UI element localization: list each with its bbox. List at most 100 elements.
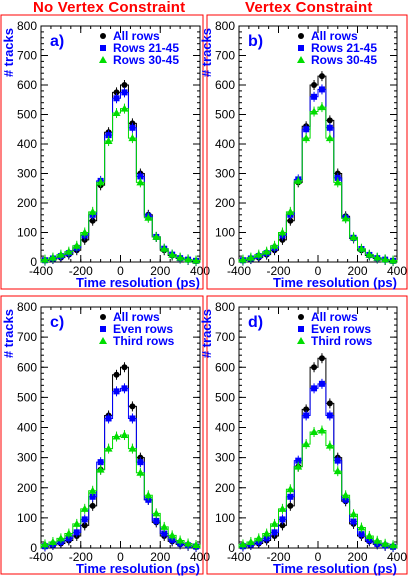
data-point: [254, 534, 263, 542]
x-axis-label: Time resolution (ps): [273, 561, 397, 576]
data-point: [317, 426, 326, 434]
y-tick-label: 0: [228, 255, 235, 269]
x-tick-label: -200: [69, 264, 93, 278]
data-point: [137, 173, 144, 180]
data-point: [325, 441, 334, 449]
data-point: [40, 540, 49, 548]
data-point: [72, 519, 81, 527]
x-axis-label: Time resolution (ps): [76, 275, 200, 290]
legend-marker: [99, 337, 107, 344]
data-point: [278, 228, 287, 236]
panel-label: d): [248, 314, 263, 331]
series-third-rows: [40, 430, 201, 550]
data-point: [129, 415, 136, 422]
y-tick-label: 800: [17, 300, 37, 314]
y-tick-label: 0: [30, 541, 37, 555]
y-tick-label: 0: [30, 255, 37, 269]
data-point: [120, 431, 129, 439]
data-point: [334, 457, 341, 464]
y-tick-label: 500: [17, 108, 37, 122]
x-tick-label: -200: [69, 550, 93, 564]
data-point: [350, 518, 357, 525]
data-point: [136, 178, 145, 186]
x-tick-label: -400: [227, 264, 251, 278]
data-point: [278, 504, 287, 512]
data-point: [113, 89, 120, 96]
series-line: [238, 106, 398, 262]
y-tick-label: 600: [17, 78, 37, 92]
legend-marker: [298, 45, 304, 51]
y-tick-label: 100: [17, 511, 37, 525]
data-point: [81, 522, 88, 529]
data-point: [137, 459, 144, 466]
series-line: [238, 88, 398, 262]
x-tick-label: 400: [190, 550, 210, 564]
y-tick-label: 700: [17, 330, 37, 344]
data-point: [144, 213, 153, 221]
x-tick-label: 200: [150, 550, 170, 564]
data-point: [160, 244, 169, 252]
data-point: [80, 228, 89, 236]
y-tick-label: 500: [215, 108, 235, 122]
data-point: [121, 82, 128, 88]
column-title-right: Vertex Constraint: [245, 0, 373, 16]
data-point: [311, 385, 318, 392]
data-point: [161, 530, 168, 537]
data-point: [341, 491, 350, 499]
data-point: [294, 176, 303, 184]
x-tick-label: -200: [266, 550, 290, 564]
data-point: [112, 109, 121, 117]
y-tick-label: 100: [215, 226, 235, 240]
data-point: [287, 493, 294, 500]
data-point: [279, 516, 286, 523]
data-point: [168, 531, 177, 539]
data-point: [112, 432, 121, 440]
y-tick-label: 800: [215, 300, 235, 314]
series-line: [238, 75, 398, 262]
data-point: [295, 457, 302, 464]
y-tick-label: 400: [17, 421, 37, 435]
legend-marker: [100, 314, 106, 320]
x-tick-label: -200: [266, 264, 290, 278]
data-point: [311, 93, 318, 100]
x-tick-label: -400: [29, 264, 53, 278]
data-point: [113, 371, 120, 378]
data-point: [365, 531, 374, 539]
y-axis-label: # tracks: [199, 309, 214, 358]
data-point: [176, 253, 185, 261]
y-tick-label: 0: [228, 541, 235, 555]
x-tick-label: 0: [117, 550, 124, 564]
y-axis-label: # tracks: [199, 28, 214, 77]
legend-marker: [298, 33, 304, 39]
legend-label: All rows: [311, 29, 358, 43]
data-point: [325, 134, 334, 142]
y-tick-label: 200: [17, 196, 37, 210]
series-all-rows: [40, 80, 201, 267]
panel-frame: [0, 14, 204, 290]
data-point: [144, 491, 153, 499]
data-point: [271, 529, 278, 536]
data-point: [341, 214, 350, 222]
y-tick-label: 500: [17, 390, 37, 404]
data-point: [286, 207, 295, 215]
y-tick-label: 300: [215, 451, 235, 465]
data-point: [56, 250, 65, 258]
data-point: [326, 400, 333, 407]
series-even-rows: [238, 378, 398, 552]
legend-marker: [100, 45, 106, 51]
x-tick-label: 200: [150, 264, 170, 278]
y-tick-label: 800: [215, 19, 235, 33]
data-point: [128, 134, 137, 142]
panel-frame: [0, 295, 204, 575]
data-point: [113, 388, 120, 395]
y-tick-label: 600: [17, 360, 37, 374]
panel-label: b): [248, 33, 263, 50]
data-point: [317, 103, 326, 111]
data-point: [152, 509, 161, 517]
data-point: [246, 537, 255, 545]
legend-label: Even rows: [311, 322, 371, 336]
y-tick-label: 300: [17, 167, 37, 181]
data-point: [121, 89, 128, 96]
series-all-rows: [238, 71, 398, 267]
